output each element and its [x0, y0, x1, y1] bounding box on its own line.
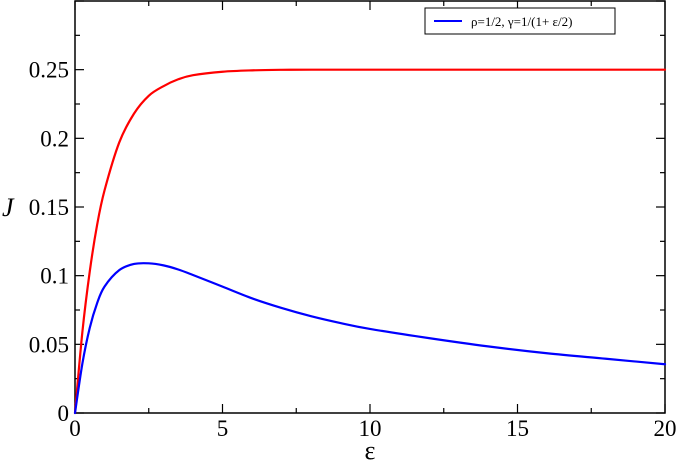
- y-tick-label: 0.2: [40, 126, 69, 151]
- y-tick-label: 0: [58, 401, 70, 426]
- legend-label-blue-series: ρ=1/2, γ=1/(1+ ε/2): [471, 14, 572, 29]
- y-tick-label: 0.15: [29, 195, 69, 220]
- series-line-blue: [73, 262, 667, 415]
- axis-ticks: [74, 0, 666, 414]
- legend: ρ=1/2, γ=1/(1+ ε/2): [424, 7, 616, 35]
- x-tick-label: 10: [359, 416, 382, 441]
- x-tick-label: 20: [654, 416, 677, 441]
- x-tick-label: 5: [217, 416, 229, 441]
- x-tick-label: 15: [506, 416, 529, 441]
- x-axis-label: ε: [365, 436, 376, 463]
- series-line-red: [73, 68, 667, 415]
- y-tick-label: 0.25: [29, 58, 69, 83]
- axis-tick-labels: 0 5 10 15 20 0 0.05 0.1 0.15 0.2 0.25: [29, 58, 677, 441]
- y-tick-label: 0.1: [40, 264, 69, 289]
- y-axis-label: J: [2, 193, 15, 222]
- plot-frame: [74, 0, 666, 414]
- series-layer: [73, 68, 667, 415]
- x-tick-label: 0: [69, 416, 81, 441]
- y-tick-label: 0.05: [29, 332, 69, 357]
